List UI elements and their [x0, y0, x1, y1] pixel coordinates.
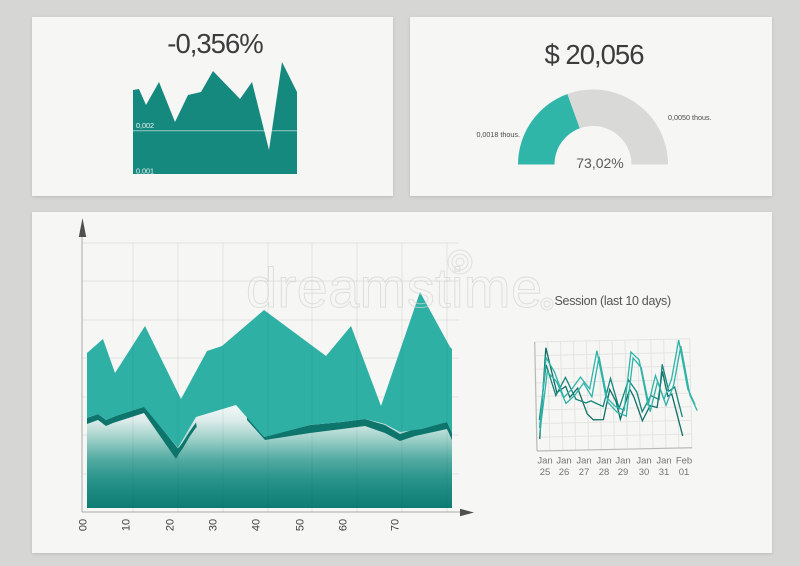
svg-text:Jan: Jan [596, 456, 611, 467]
svg-text:30: 30 [639, 467, 650, 478]
svg-text:60: 60 [338, 519, 350, 531]
svg-text:-0,356%: -0,356% [167, 28, 263, 59]
svg-text:70: 70 [390, 519, 402, 531]
svg-text:$ 20,056: $ 20,056 [544, 39, 644, 70]
svg-text:28: 28 [599, 467, 610, 478]
svg-text:01: 01 [679, 467, 690, 478]
svg-text:25: 25 [540, 467, 551, 478]
svg-text:30: 30 [208, 519, 220, 531]
svg-text:20: 20 [165, 519, 177, 531]
svg-text:0,0050 thous.: 0,0050 thous. [668, 113, 712, 122]
svg-text:27: 27 [579, 467, 590, 478]
svg-text:0,0018 thous.: 0,0018 thous. [476, 130, 520, 139]
svg-text:0,001: 0,001 [136, 167, 154, 176]
svg-text:10: 10 [121, 519, 133, 531]
svg-text:26: 26 [559, 467, 570, 478]
svg-text:Jan: Jan [656, 456, 671, 467]
svg-text:Jan: Jan [615, 456, 630, 467]
svg-text:73,02%: 73,02% [576, 155, 623, 171]
svg-text:40: 40 [251, 519, 263, 531]
svg-text:31: 31 [659, 467, 670, 478]
svg-text:Jan: Jan [537, 456, 552, 467]
svg-text:00: 00 [78, 519, 90, 531]
svg-text:Jan: Jan [576, 456, 591, 467]
svg-text:50: 50 [295, 519, 307, 531]
svg-text:Feb: Feb [676, 456, 692, 467]
svg-text:29: 29 [618, 467, 629, 478]
svg-text:0,002: 0,002 [136, 121, 154, 130]
svg-text:Jan: Jan [556, 456, 571, 467]
svg-text:Session (last 10 days): Session (last 10 days) [555, 294, 672, 308]
svg-text:Jan: Jan [636, 456, 651, 467]
